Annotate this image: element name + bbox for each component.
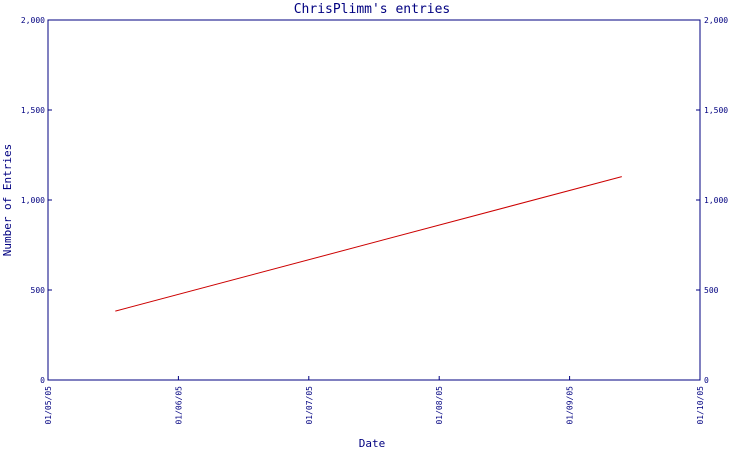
y-tick-label-right: 0 (704, 376, 709, 385)
x-tick-label: 01/05/05 (44, 386, 53, 425)
y-tick-label-right: 2,000 (704, 16, 728, 25)
y-tick-label-right: 1,500 (704, 106, 728, 115)
y-tick-label-left: 0 (40, 376, 45, 385)
y-tick-label-left: 500 (31, 286, 46, 295)
x-tick-label: 01/10/05 (696, 386, 705, 425)
x-tick-label: 01/09/05 (566, 386, 575, 425)
x-tick-label: 01/06/05 (174, 386, 183, 425)
series-line (115, 176, 622, 312)
y-ticks: 0 0 500 500 1,000 1,000 1,500 1,500 2,000 2,000 (21, 16, 728, 385)
y-tick-label-left: 1,500 (21, 106, 45, 115)
x-ticks: 01/05/05 01/06/05 01/07/05 01/08/05 01/09/05… (44, 376, 705, 425)
x-tick-label: 01/07/05 (305, 386, 314, 425)
chart-title: ChrisPlimm's entries (294, 2, 451, 17)
y-tick-label-left: 1,000 (21, 196, 45, 205)
y-tick-label-left: 2,000 (21, 16, 45, 25)
y-tick-label-right: 500 (704, 286, 719, 295)
series-layer (115, 176, 622, 312)
y-tick-label-right: 1,000 (704, 196, 728, 205)
y-axis-label: Number of Entries (1, 144, 14, 257)
x-axis-label: Date (359, 437, 386, 450)
x-tick-label: 01/08/05 (435, 386, 444, 425)
plot-frame (47, 19, 701, 381)
